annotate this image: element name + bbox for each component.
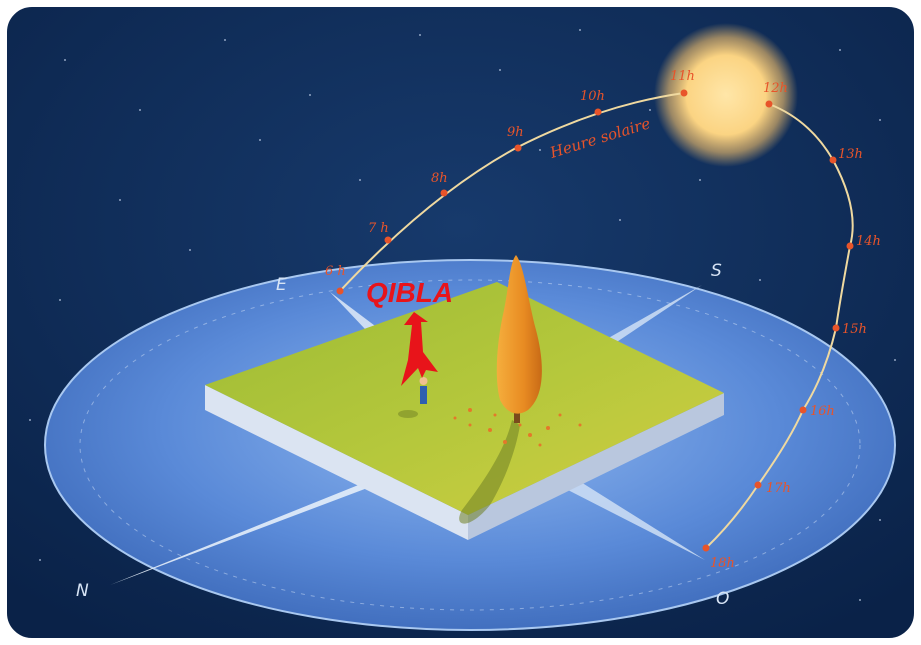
ground-plane <box>205 282 724 515</box>
direction-east: E <box>276 275 287 295</box>
person <box>419 377 428 404</box>
hour-marker-11 <box>680 89 688 97</box>
hour-label-13: 13h <box>838 147 863 162</box>
hour-marker-16 <box>799 406 807 414</box>
compass-inner-ring <box>79 279 861 611</box>
person-shadow <box>398 410 418 418</box>
cypress-tree <box>496 255 542 423</box>
hour-label-8: 8h <box>431 171 448 186</box>
hour-label-6: 6 h <box>325 264 346 279</box>
hour-marker-6 <box>336 287 344 295</box>
direction-west: O <box>716 589 729 609</box>
hour-markers <box>336 89 854 552</box>
ground-side-left <box>205 385 468 540</box>
hour-label-18: 18h <box>710 556 735 571</box>
hour-label-15: 15h <box>842 322 867 337</box>
hour-marker-8 <box>440 189 448 197</box>
ground-side-right <box>468 393 724 540</box>
hour-marker-12 <box>765 100 773 108</box>
direction-south: S <box>711 261 722 281</box>
tree-shadow <box>459 420 520 524</box>
hour-labels: 6 h 7 h 8h 9h 10h 11h 12h 13h 14h 15h 16… <box>325 69 881 571</box>
hour-label-7: 7 h <box>368 221 389 236</box>
hour-label-16: 16h <box>810 404 835 419</box>
hour-marker-7 <box>384 236 392 244</box>
qibla-label: QIBLA <box>366 277 453 308</box>
hour-label-10: 10h <box>580 89 605 104</box>
hour-label-9: 9h <box>507 125 524 140</box>
hour-marker-18 <box>702 544 710 552</box>
hour-marker-10 <box>594 108 602 116</box>
fallen-leaves <box>453 408 582 447</box>
sun <box>654 23 798 167</box>
qibla-arrow <box>401 312 438 386</box>
hour-marker-14 <box>846 242 854 250</box>
direction-north: N <box>76 581 89 601</box>
hour-marker-9 <box>514 144 522 152</box>
hour-label-11: 11h <box>670 69 695 84</box>
hour-label-12: 12h <box>763 81 788 96</box>
hour-marker-17 <box>754 481 762 489</box>
stars <box>29 29 896 601</box>
hour-marker-15 <box>832 324 840 332</box>
hour-label-14: 14h <box>856 234 881 249</box>
hour-marker-13 <box>829 156 837 164</box>
hour-label-17: 17h <box>766 481 791 496</box>
